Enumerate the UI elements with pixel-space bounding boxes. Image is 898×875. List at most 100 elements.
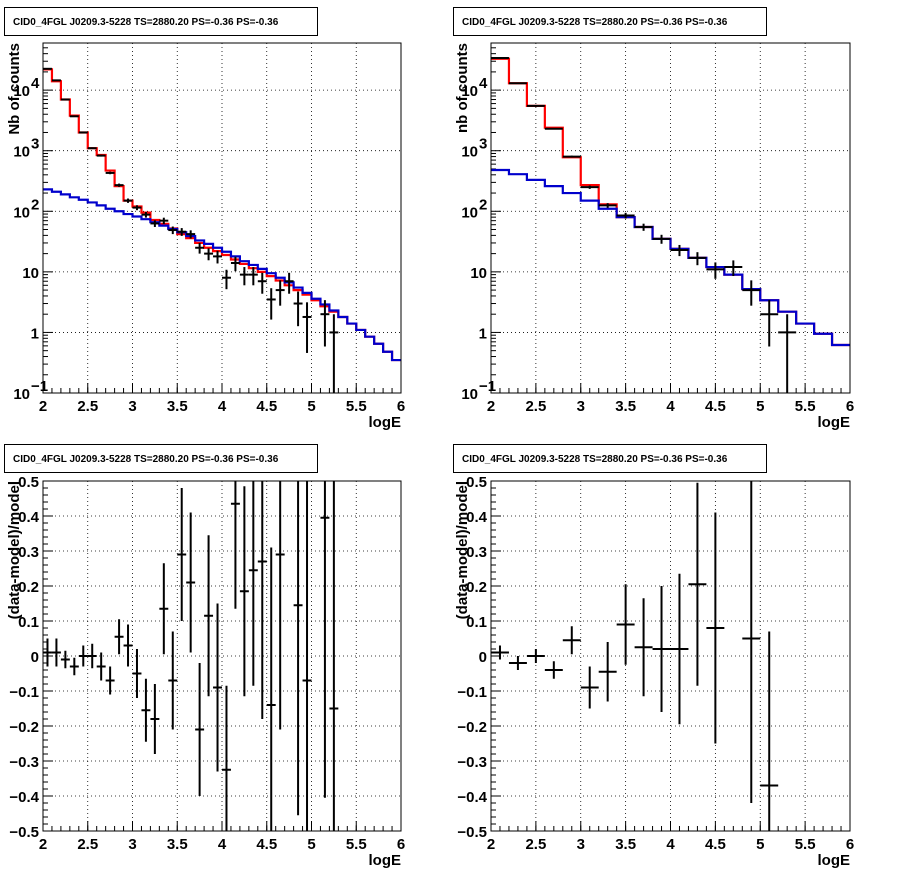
data-point <box>96 154 106 157</box>
data-point <box>87 643 97 669</box>
x-tick-label: 5.5 <box>346 398 367 415</box>
data-point <box>670 244 689 257</box>
x-axis-label: logE <box>369 852 402 869</box>
y-tick-label: 10 <box>13 204 30 221</box>
plot-frame <box>490 480 851 832</box>
x-tick-label: 6 <box>397 398 405 415</box>
x-tick-label: 4.5 <box>705 836 726 853</box>
data-point <box>598 203 617 208</box>
data-point <box>43 638 52 667</box>
chart-panel-1: CID0_4FGL J0209.3-5228 TS=2880.20 PS=-0.… <box>4 7 405 431</box>
chart-title: CID0_4FGL J0209.3-5228 TS=2880.20 PS=-0.… <box>13 454 279 465</box>
x-axis-label: logE <box>818 414 851 431</box>
x-tick-label: 2 <box>39 836 47 853</box>
y-tick-label: −0.1 <box>9 684 39 701</box>
model-step-line <box>491 168 850 347</box>
x-tick-label: 4.5 <box>705 398 726 415</box>
data-point <box>69 115 79 118</box>
chart-title: CID0_4FGL J0209.3-5228 TS=2880.20 PS=-0.… <box>462 17 728 28</box>
data-point <box>544 661 563 679</box>
y-tick-label: −0.3 <box>9 754 39 771</box>
y-tick-label: 10 <box>461 204 478 221</box>
plot-frame <box>490 42 851 394</box>
x-tick-label: 3 <box>577 398 585 415</box>
y-tick-label: 0 <box>479 649 487 666</box>
x-tick-label: 2.5 <box>525 398 546 415</box>
x-tick-label: 3.5 <box>615 836 636 853</box>
data-point <box>293 481 303 816</box>
y-axis-label: Nb of counts <box>6 43 23 135</box>
data-point <box>544 127 563 130</box>
title-box <box>453 444 767 473</box>
title-box <box>4 444 318 473</box>
data-point <box>688 482 707 686</box>
data-point <box>284 272 294 294</box>
x-tick-label: 5.5 <box>795 836 816 853</box>
y-tick-label: −0.3 <box>457 754 487 771</box>
y-tick-label: 10 <box>13 83 30 100</box>
series-group <box>491 56 850 393</box>
data-point <box>580 185 599 189</box>
data-point <box>526 104 545 107</box>
y-tick-label: 10 <box>470 265 487 282</box>
data-point <box>69 657 79 676</box>
data-point <box>87 147 97 150</box>
x-tick-label: 6 <box>846 398 854 415</box>
x-tick-label: 3.5 <box>615 398 636 415</box>
data-point <box>706 512 725 744</box>
y-tick-label: 0.1 <box>18 614 39 631</box>
y-tick-exponent: 4 <box>31 75 40 92</box>
data-point <box>329 481 339 831</box>
y-tick-label: 0.5 <box>18 474 39 491</box>
y-tick-label: 10 <box>13 144 30 161</box>
data-point <box>239 486 249 697</box>
data-point <box>51 638 61 667</box>
x-tick-label: 6 <box>397 836 405 853</box>
y-tick-label: 10 <box>22 265 39 282</box>
data-point <box>248 267 258 286</box>
data-point <box>634 598 653 697</box>
data-point <box>114 619 124 655</box>
data-point <box>177 488 187 621</box>
y-tick-label: 0.3 <box>18 544 39 561</box>
y-tick-label: 0.2 <box>466 579 487 596</box>
data-point <box>222 269 231 290</box>
x-tick-label: 4 <box>666 836 675 853</box>
chart-title: CID0_4FGL J0209.3-5228 TS=2880.20 PS=-0.… <box>13 17 279 28</box>
data-point <box>123 198 133 203</box>
data-point <box>634 223 653 231</box>
data-point <box>293 291 303 327</box>
data-point <box>266 547 276 831</box>
data-point <box>195 663 205 796</box>
data-point <box>213 250 222 264</box>
plot-frame <box>42 480 402 832</box>
y-tick-label: 0.3 <box>466 544 487 561</box>
data-point <box>724 260 743 277</box>
y-tick-label: −0.2 <box>457 719 487 736</box>
data-point <box>186 230 196 239</box>
y-tick-label: 0 <box>31 649 39 666</box>
x-tick-label: 4 <box>218 836 227 853</box>
data-point <box>580 666 599 709</box>
data-point <box>141 678 151 742</box>
y-tick-exponent: 2 <box>31 196 39 213</box>
data-point <box>248 481 258 686</box>
x-tick-label: 3 <box>128 398 136 415</box>
data-point <box>60 650 70 669</box>
y-tick-label: 0.2 <box>18 579 39 596</box>
y-tick-label: 1 <box>479 325 487 342</box>
y-tick-label: 10 <box>461 83 478 100</box>
y-axis-label: (data-model)/model <box>454 481 471 619</box>
data-point <box>239 267 249 286</box>
x-tick-label: 4 <box>666 398 675 415</box>
data-point <box>562 626 581 655</box>
data-point <box>204 535 214 697</box>
y-tick-label: 10 <box>13 386 30 403</box>
data-point <box>213 603 222 772</box>
data-point <box>222 685 231 831</box>
data-point <box>616 212 635 219</box>
y-tick-label: −0.1 <box>457 684 487 701</box>
data-point <box>150 684 160 754</box>
x-tick-label: 5 <box>756 836 764 853</box>
